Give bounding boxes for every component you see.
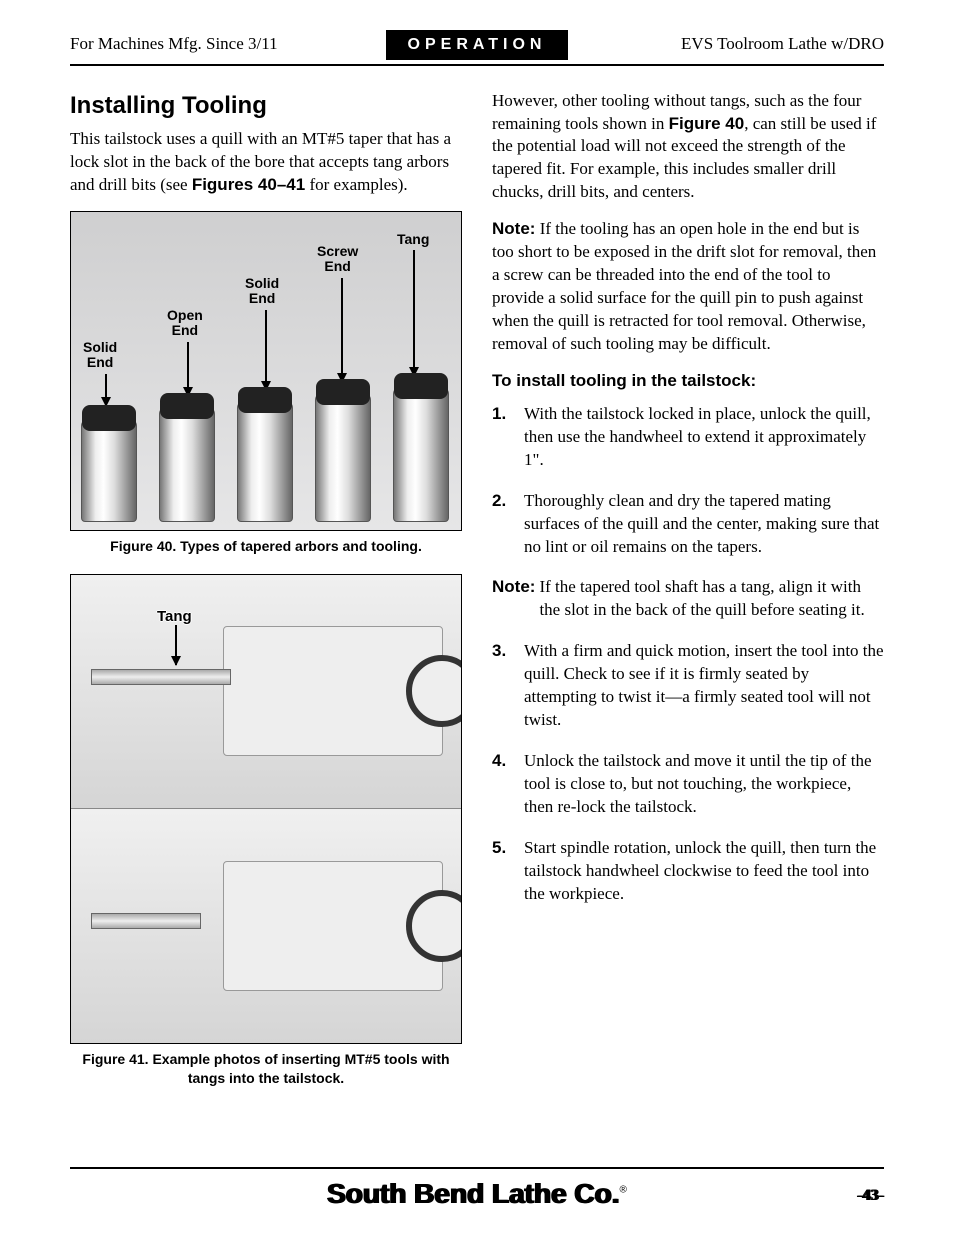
step-num: 2.: [492, 490, 524, 559]
step-num: 5.: [492, 837, 524, 906]
fig40-label-screw-end: ScrewEnd: [317, 244, 358, 275]
intro-figref: Figures 40–41: [192, 175, 305, 194]
right-column: However, other tooling without tangs, su…: [492, 90, 884, 1106]
fig40-label-solid-end-2: SolidEnd: [245, 276, 279, 307]
header-center: OPERATION: [386, 30, 569, 60]
step-2: 2. Thoroughly clean and dry the tapered …: [492, 490, 884, 559]
fig40-tool-1: [81, 418, 137, 522]
step-num: 3.: [492, 640, 524, 732]
fig41-arrow: [175, 625, 177, 665]
step-body: Unlock the tailstock and move it until t…: [524, 750, 884, 819]
fig41-top-photo: Tang: [71, 575, 461, 809]
page-footer: South Bend Lathe Co.® -43-: [70, 1167, 884, 1213]
fig40-arrow: [413, 250, 415, 376]
subhead: To install tooling in the tailstock:: [492, 370, 884, 393]
fig40-tool-2: [159, 406, 215, 522]
registered-mark: ®: [620, 1185, 627, 1196]
fig40-label-tang: Tang: [397, 232, 429, 247]
fig40-arrow: [341, 278, 343, 382]
rp1-bold: Figure 40: [669, 114, 745, 133]
page-number: -43-: [857, 1185, 884, 1207]
note1-text: If the tooling has an open hole in the e…: [492, 219, 876, 353]
fig40-label-text: SolidEnd: [245, 275, 279, 306]
steps-list: 1. With the tailstock locked in place, u…: [492, 403, 884, 559]
page-header: For Machines Mfg. Since 3/11 OPERATION E…: [70, 30, 884, 66]
note2-label: Note:: [492, 576, 535, 622]
step-num: 1.: [492, 403, 524, 472]
section-title: Installing Tooling: [70, 90, 462, 122]
fig40-label-text: ScrewEnd: [317, 243, 358, 274]
step-num: 4.: [492, 750, 524, 819]
step-3: 3. With a firm and quick motion, insert …: [492, 640, 884, 732]
footer-logo-text: South Bend Lathe Co.: [327, 1178, 619, 1209]
fig41-tailstock: [223, 861, 443, 991]
step-1: 1. With the tailstock locked in place, u…: [492, 403, 884, 472]
note-1: Note: If the tooling has an open hole in…: [492, 218, 884, 356]
note2-text: If the tapered tool shaft has a tang, al…: [539, 576, 884, 622]
figure-40: SolidEnd OpenEnd SolidEnd ScrewEnd Tang: [70, 211, 462, 531]
figure-41: Tang: [70, 574, 462, 1044]
step-4: 4. Unlock the tailstock and move it unti…: [492, 750, 884, 819]
steps-list-cont: 3. With a firm and quick motion, insert …: [492, 640, 884, 905]
fig40-arrow: [105, 374, 107, 406]
footer-logo: South Bend Lathe Co.® -43-: [70, 1175, 884, 1213]
right-para-1: However, other tooling without tangs, su…: [492, 90, 884, 205]
fig40-label-solid-end-1: SolidEnd: [83, 340, 117, 371]
fig40-tool-3: [237, 400, 293, 522]
fig40-label-text: SolidEnd: [83, 339, 117, 370]
step-5: 5. Start spindle rotation, unlock the qu…: [492, 837, 884, 906]
left-column: Installing Tooling This tailstock uses a…: [70, 90, 462, 1106]
fig40-label-text: Tang: [397, 231, 429, 247]
header-right: EVS Toolroom Lathe w/DRO: [568, 33, 884, 56]
fig40-tool-4: [315, 392, 371, 522]
step-body: With the tailstock locked in place, unlo…: [524, 403, 884, 472]
fig40-arrow: [187, 342, 189, 396]
fig40-arrow: [265, 310, 267, 390]
step-body: With a firm and quick motion, insert the…: [524, 640, 884, 732]
fig40-label-text: OpenEnd: [167, 307, 203, 338]
step-body: Start spindle rotation, unlock the quill…: [524, 837, 884, 906]
note-2: Note: If the tapered tool shaft has a ta…: [492, 576, 884, 622]
fig40-label-open-end: OpenEnd: [167, 308, 203, 339]
fig41-tool-shaft: [91, 913, 201, 929]
content-columns: Installing Tooling This tailstock uses a…: [70, 90, 884, 1106]
intro-paragraph: This tailstock uses a quill with an MT#5…: [70, 128, 462, 197]
note1-label: Note:: [492, 219, 535, 238]
intro-tail: for examples).: [305, 175, 407, 194]
fig41-tool-shaft: [91, 669, 231, 685]
step-body: Thoroughly clean and dry the tapered mat…: [524, 490, 884, 559]
fig40-tool-5: [393, 386, 449, 522]
header-left: For Machines Mfg. Since 3/11: [70, 33, 386, 56]
fig41-bottom-photo: [71, 809, 461, 1043]
fig41-tailstock: [223, 626, 443, 756]
figure-41-caption: Figure 41. Example photos of inserting M…: [70, 1050, 462, 1088]
figure-40-caption: Figure 40. Types of tapered arbors and t…: [70, 537, 462, 556]
